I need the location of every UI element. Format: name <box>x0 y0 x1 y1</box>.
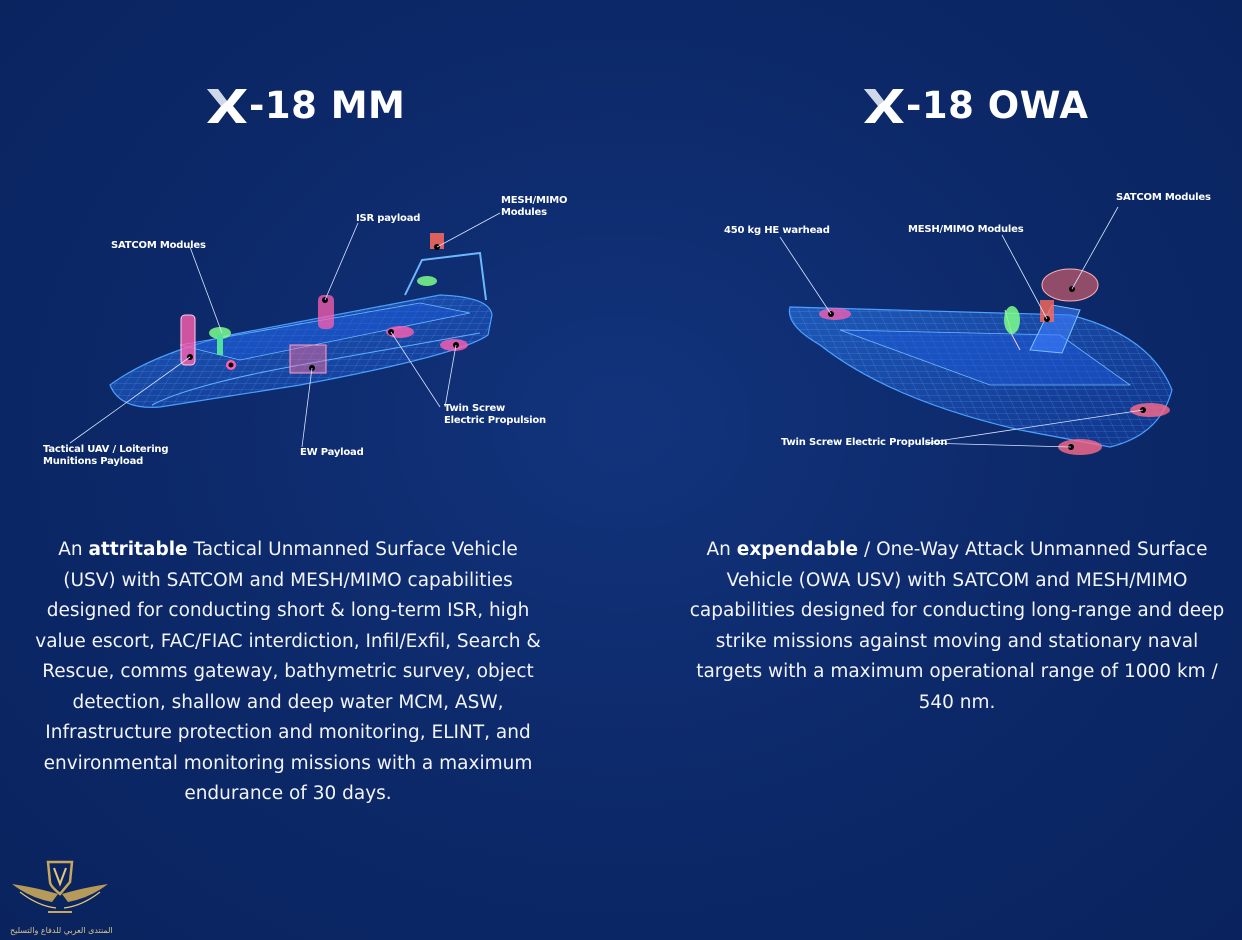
watermark-text: المنتدى العربي للدفاع والتسليح <box>10 926 113 935</box>
callout-twin-screw: Twin Screw Electric Propulsion <box>781 437 948 448</box>
eagle-shield-icon <box>12 860 108 913</box>
title-text: -18 OWA <box>906 84 1089 127</box>
desc-body: Tactical Unmanned Surface Vehicle (USV) … <box>35 539 541 804</box>
callout-satcom: SATCOM Modules <box>111 240 206 251</box>
callout-uav-payload: Tactical UAV / Loitering Munitions Paylo… <box>43 444 169 467</box>
desc-emphasis: attritable <box>88 539 188 560</box>
forum-watermark-logo: المنتدى العربي للدفاع والتسليح <box>8 858 113 938</box>
x-logo-icon <box>864 88 904 123</box>
callout-mesh-mimo: MESH/MIMO Modules <box>501 195 568 218</box>
usv-owa-wireframe-illustration <box>779 206 1173 455</box>
product-description-mm: An attritable Tactical Unmanned Surface … <box>32 535 544 810</box>
product-title-owa: -18 OWA <box>864 84 1088 127</box>
desc-prefix: An <box>706 539 737 560</box>
usv-mm-wireframe-illustration <box>69 212 501 448</box>
callout-mesh-mimo: MESH/MIMO Modules <box>908 224 1024 235</box>
callout-twin-screw: Twin Screw Electric Propulsion <box>444 403 546 426</box>
desc-emphasis: expendable <box>736 539 859 560</box>
product-description-owa: An expendable / One-Way Attack Unmanned … <box>684 535 1230 718</box>
product-title-mm: -18 MM <box>207 84 405 127</box>
x-logo-icon <box>207 88 247 123</box>
desc-prefix: An <box>58 539 89 560</box>
desc-body: / One-Way Attack Unmanned Surface Vehicl… <box>689 539 1225 713</box>
title-text: -18 MM <box>249 84 406 127</box>
callout-satcom: SATCOM Modules <box>1116 192 1211 203</box>
callout-isr-payload: ISR payload <box>356 213 421 224</box>
callout-warhead: 450 kg HE warhead <box>724 225 830 236</box>
callout-ew-payload: EW Payload <box>300 447 364 458</box>
